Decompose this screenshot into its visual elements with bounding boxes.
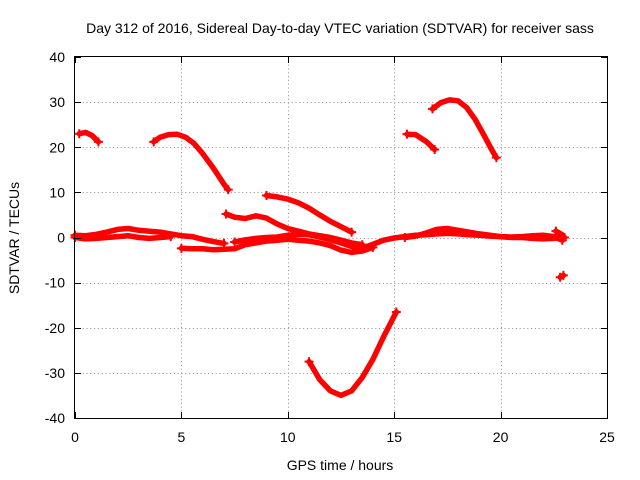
series-start-marker: [400, 233, 410, 242]
y-tick-label: -30: [45, 365, 65, 381]
series-end-marker: [93, 137, 103, 147]
series-arc-7: [428, 97, 501, 163]
series-arc-14: [555, 270, 568, 282]
plot-frame: [74, 56, 608, 419]
x-tick-label: 20: [493, 429, 509, 445]
series-band: [72, 225, 227, 247]
x-tick-label: 5: [178, 429, 186, 445]
tick-labels: 0 5 10 15 20 25 -40 -30 -20 -10 0 10 20 30 40: [45, 49, 615, 445]
series-end-marker: [391, 307, 401, 317]
series-start-marker: [74, 129, 84, 139]
series-end-marker: [219, 238, 229, 248]
x-axis-label: GPS time / hours: [287, 457, 394, 473]
y-tick-label: 40: [49, 49, 65, 65]
series-band: [429, 97, 500, 161]
axis-ticks: [75, 57, 608, 419]
series-arc-2: [149, 131, 233, 195]
y-axis-label: SDTVAR / TECUs: [6, 182, 22, 294]
series-arc-5: [304, 307, 401, 399]
x-tick-label: 0: [71, 429, 79, 445]
series-band: [72, 232, 174, 242]
series-band: [263, 192, 355, 235]
data-series: [70, 97, 569, 399]
series-start-marker: [230, 237, 240, 247]
series-start-marker: [262, 191, 272, 201]
y-tick-label: 10: [49, 184, 65, 200]
series-arc-13: [551, 226, 569, 242]
series-band: [306, 309, 400, 399]
series-arc-1: [74, 129, 103, 147]
chart-title: Day 312 of 2016, Sidereal Day-to-day VTE…: [86, 20, 594, 36]
series-end-marker: [559, 233, 569, 242]
y-tick-label: -40: [45, 410, 65, 426]
series-end-marker: [347, 227, 357, 237]
series-arc-10: [176, 236, 378, 256]
y-tick-label: -20: [45, 320, 65, 336]
series-arc-6: [402, 129, 440, 155]
series-start-marker: [304, 357, 314, 367]
series-start-marker: [176, 243, 186, 253]
series-end-marker: [558, 270, 568, 280]
series-start-marker: [149, 137, 159, 147]
series-end-marker: [223, 185, 233, 195]
series-start-marker: [551, 226, 561, 236]
series-start-marker: [221, 209, 231, 219]
series-band: [178, 236, 376, 256]
series-end-marker: [491, 153, 501, 163]
series-band: [150, 131, 231, 193]
y-tick-label: 30: [49, 94, 65, 110]
series-start-marker: [428, 104, 438, 114]
series-end-marker: [430, 145, 440, 155]
series-end-marker: [166, 232, 176, 242]
series-arc-3: [262, 191, 357, 237]
x-tick-label: 15: [386, 429, 402, 445]
x-tick-label: 25: [599, 429, 615, 445]
series-start-marker: [402, 129, 412, 139]
y-tick-label: 20: [49, 139, 65, 155]
y-tick-label: 0: [57, 230, 65, 246]
series-band: [402, 225, 566, 243]
y-tick-label: -10: [45, 275, 65, 291]
x-tick-label: 10: [280, 429, 296, 445]
